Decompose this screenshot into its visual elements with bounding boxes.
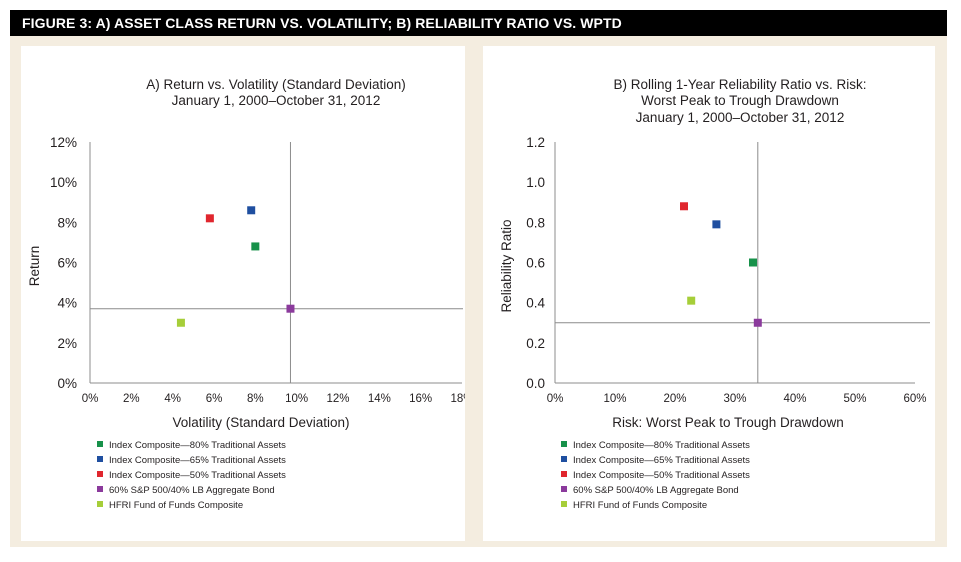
x-tick-label: 50%: [843, 393, 866, 405]
y-axis-label: Reliability Ratio: [499, 219, 514, 312]
legend-swatch: [561, 471, 567, 477]
y-tick-label: 4%: [57, 296, 77, 311]
legend-swatch: [97, 456, 103, 462]
chart-panel-b: B) Rolling 1-Year Reliability Ratio vs. …: [483, 46, 935, 541]
chart-panel-a: A) Return vs. Volatility (Standard Devia…: [21, 46, 474, 541]
x-tick-label: 8%: [247, 393, 264, 405]
legend-swatch: [97, 441, 103, 447]
y-tick-label: 0%: [57, 376, 77, 391]
legend-swatch: [97, 501, 103, 507]
x-tick-label: 6%: [206, 393, 223, 405]
legend-item-label: Index Composite—50% Traditional Assets: [573, 470, 750, 481]
y-tick-label: 1.2: [526, 135, 545, 150]
y-axis-label: Return: [27, 246, 42, 287]
data-point: [176, 318, 185, 327]
x-tick-label: 16%: [409, 393, 432, 405]
y-tick-label: 8%: [57, 215, 77, 230]
x-tick-label: 20%: [663, 393, 686, 405]
legend-swatch: [561, 456, 567, 462]
x-axis-label: Volatility (Standard Deviation): [172, 415, 349, 430]
data-point: [712, 220, 721, 229]
chart-subtitle: Worst Peak to Trough Drawdown: [641, 93, 839, 108]
legend-item-label: Index Composite—80% Traditional Assets: [109, 440, 286, 451]
y-tick-label: 0.2: [526, 336, 545, 351]
x-tick-label: 18%: [450, 393, 465, 405]
chart-b-svg: B) Rolling 1-Year Reliability Ratio vs. …: [499, 77, 930, 511]
y-tick-label: 12%: [50, 135, 77, 150]
legend-swatch: [561, 441, 567, 447]
legend-swatch: [561, 486, 567, 492]
legend-item-label: 60% S&P 500/40% LB Aggregate Bond: [573, 485, 739, 496]
figure-container: FIGURE 3: A) ASSET CLASS RETURN VS. VOLA…: [10, 10, 947, 547]
legend-item-label: Index Composite—65% Traditional Assets: [573, 455, 750, 466]
data-point: [753, 318, 762, 327]
y-tick-label: 2%: [57, 336, 77, 351]
data-point: [205, 214, 214, 223]
legend-item-label: HFRI Fund of Funds Composite: [109, 500, 243, 511]
x-tick-label: 10%: [603, 393, 626, 405]
x-tick-label: 0%: [82, 393, 99, 405]
chart-subtitle2: January 1, 2000–October 31, 2012: [636, 110, 845, 125]
legend-swatch: [561, 501, 567, 507]
chart-a-svg: A) Return vs. Volatility (Standard Devia…: [27, 77, 474, 511]
data-point: [247, 206, 256, 215]
chart-title: A) Return vs. Volatility (Standard Devia…: [146, 77, 406, 92]
y-tick-label: 0.4: [526, 296, 545, 311]
data-point: [687, 296, 696, 305]
data-point: [749, 258, 757, 267]
y-tick-label: 6%: [57, 256, 77, 271]
legend-item-label: 60% S&P 500/40% LB Aggregate Bond: [109, 485, 275, 496]
y-tick-label: 1.0: [526, 175, 545, 190]
legend-swatch: [97, 471, 103, 477]
data-point: [286, 304, 295, 313]
figure-title-bar: FIGURE 3: A) ASSET CLASS RETURN VS. VOLA…: [10, 10, 947, 36]
chart-subtitle: January 1, 2000–October 31, 2012: [172, 93, 381, 108]
y-tick-label: 0.0: [526, 376, 545, 391]
legend-item-label: Index Composite—80% Traditional Assets: [573, 440, 750, 451]
legend-item-label: HFRI Fund of Funds Composite: [573, 500, 707, 511]
x-tick-label: 30%: [723, 393, 746, 405]
x-tick-label: 4%: [164, 393, 181, 405]
data-point: [251, 242, 260, 251]
x-tick-label: 12%: [326, 393, 349, 405]
x-axis-label: Risk: Worst Peak to Trough Drawdown: [612, 415, 844, 430]
y-tick-label: 10%: [50, 175, 77, 190]
figure-title: FIGURE 3: A) ASSET CLASS RETURN VS. VOLA…: [22, 15, 622, 31]
data-point: [680, 202, 688, 211]
legend-swatch: [97, 486, 103, 492]
x-tick-label: 60%: [903, 393, 926, 405]
legend-item-label: Index Composite—65% Traditional Assets: [109, 455, 286, 466]
legend-item-label: Index Composite—50% Traditional Assets: [109, 470, 286, 481]
x-tick-label: 40%: [783, 393, 806, 405]
x-tick-label: 0%: [547, 393, 564, 405]
y-tick-label: 0.8: [526, 215, 545, 230]
x-tick-label: 14%: [368, 393, 391, 405]
chart-title: B) Rolling 1-Year Reliability Ratio vs. …: [613, 77, 866, 92]
x-tick-label: 2%: [123, 393, 140, 405]
y-tick-label: 0.6: [526, 256, 545, 271]
x-tick-label: 10%: [285, 393, 308, 405]
